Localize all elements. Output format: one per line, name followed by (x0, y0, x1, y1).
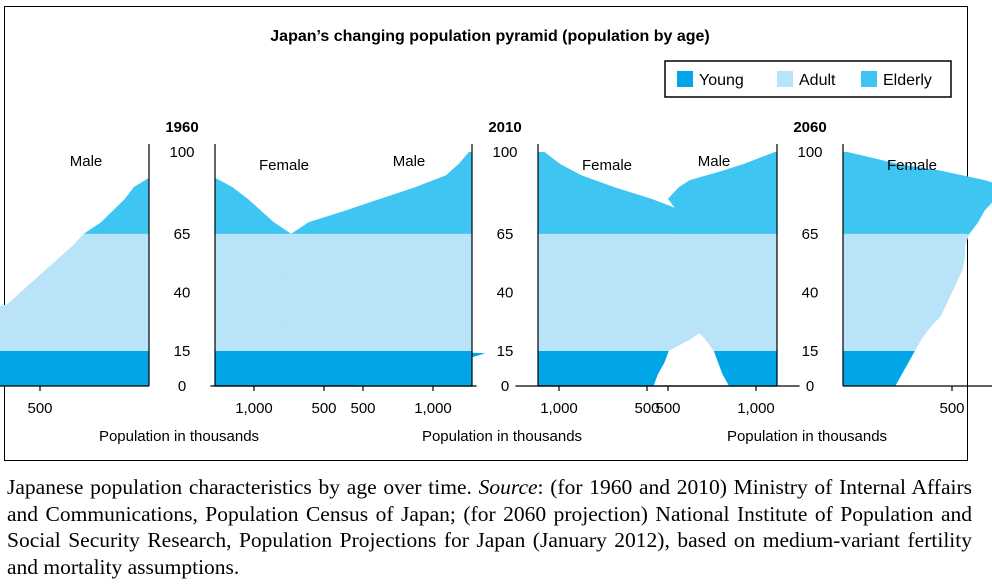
male-x-tick-label: 500 (350, 400, 375, 417)
female-x-tick-label: 500 (634, 400, 659, 417)
female-x-tick-label: 1,000 (414, 400, 452, 417)
male-side-label: Male (393, 153, 426, 170)
age-tick-15: 15 (174, 343, 191, 360)
figure-title: Japan’s changing population pyramid (pop… (270, 28, 709, 45)
female-x-tick-label: 500 (311, 400, 336, 417)
legend-label-adult: Adult (799, 72, 836, 89)
x-axis-label: Population in thousands (727, 428, 887, 445)
age-tick-0: 0 (178, 378, 186, 395)
legend-box (664, 60, 952, 98)
age-tick-100: 100 (492, 144, 517, 161)
male-elderly-area (291, 152, 472, 234)
male-side-label: Male (70, 153, 103, 170)
pyramid-year-label: 1960 (165, 119, 198, 136)
male-x-tick-label: 1,000 (235, 400, 273, 417)
female-elderly-area (215, 177, 292, 234)
male-x-tick-label: 500 (655, 400, 680, 417)
male-elderly-area (83, 177, 149, 234)
female-young-area (538, 350, 669, 386)
male-x-tick-label: 500 (27, 400, 52, 417)
male-adult-area (232, 233, 472, 351)
female-young-area (843, 350, 915, 386)
legend: Young Adult Elderly (664, 60, 952, 98)
age-tick-0: 0 (806, 378, 814, 395)
male-elderly-area (668, 152, 777, 234)
male-side-label: Male (698, 153, 731, 170)
x-axis-label: Population in thousands (99, 428, 259, 445)
female-elderly-area (843, 152, 992, 234)
age-tick-65: 65 (802, 226, 819, 243)
male-x-tick-label: 1,000 (540, 400, 578, 417)
legend-swatch-young (677, 71, 693, 87)
caption-text-part-1: Japanese population characteristics by a… (7, 475, 479, 499)
legend-swatch-adult (777, 71, 793, 87)
male-adult-area (665, 233, 777, 351)
age-tick-100: 100 (797, 144, 822, 161)
pyramid-year-label: 2060 (793, 119, 826, 136)
age-tick-40: 40 (174, 284, 191, 301)
pyramid-2060: 206010065401501,0005005001,000MaleFemale… (515, 119, 992, 445)
female-side-label: Female (259, 157, 309, 174)
pyramid-year-label: 2010 (488, 119, 521, 136)
female-side-label: Female (887, 157, 937, 174)
male-adult-area (0, 233, 149, 351)
age-tick-0: 0 (501, 378, 509, 395)
figure-caption: Japanese population characteristics by a… (7, 474, 972, 580)
pyramid-figure: Japan’s changing population pyramid (pop… (0, 28, 992, 445)
age-tick-65: 65 (497, 226, 514, 243)
female-elderly-area (538, 152, 719, 234)
age-tick-65: 65 (174, 226, 191, 243)
male-young-area (0, 350, 149, 386)
female-side-label: Female (582, 157, 632, 174)
male-young-area (341, 350, 472, 386)
legend-label-elderly: Elderly (883, 72, 932, 89)
legend-label-young: Young (699, 72, 744, 89)
female-x-tick-label: 500 (939, 400, 964, 417)
female-adult-area (843, 233, 970, 351)
age-tick-100: 100 (169, 144, 194, 161)
age-tick-15: 15 (802, 343, 819, 360)
x-axis-label: Population in thousands (422, 428, 582, 445)
age-tick-40: 40 (802, 284, 819, 301)
caption-text-part-2: : (for 1960 and 2010) Ministry of Intern… (7, 475, 972, 579)
age-tick-15: 15 (497, 343, 514, 360)
female-x-tick-label: 1,000 (737, 400, 775, 417)
male-young-area (713, 350, 777, 386)
pyramid-panels: 196010065401501,0005005001,000MaleFemale… (0, 119, 992, 445)
legend-swatch-elderly (861, 71, 877, 87)
age-tick-40: 40 (497, 284, 514, 301)
caption-source-label: Source (478, 475, 538, 499)
